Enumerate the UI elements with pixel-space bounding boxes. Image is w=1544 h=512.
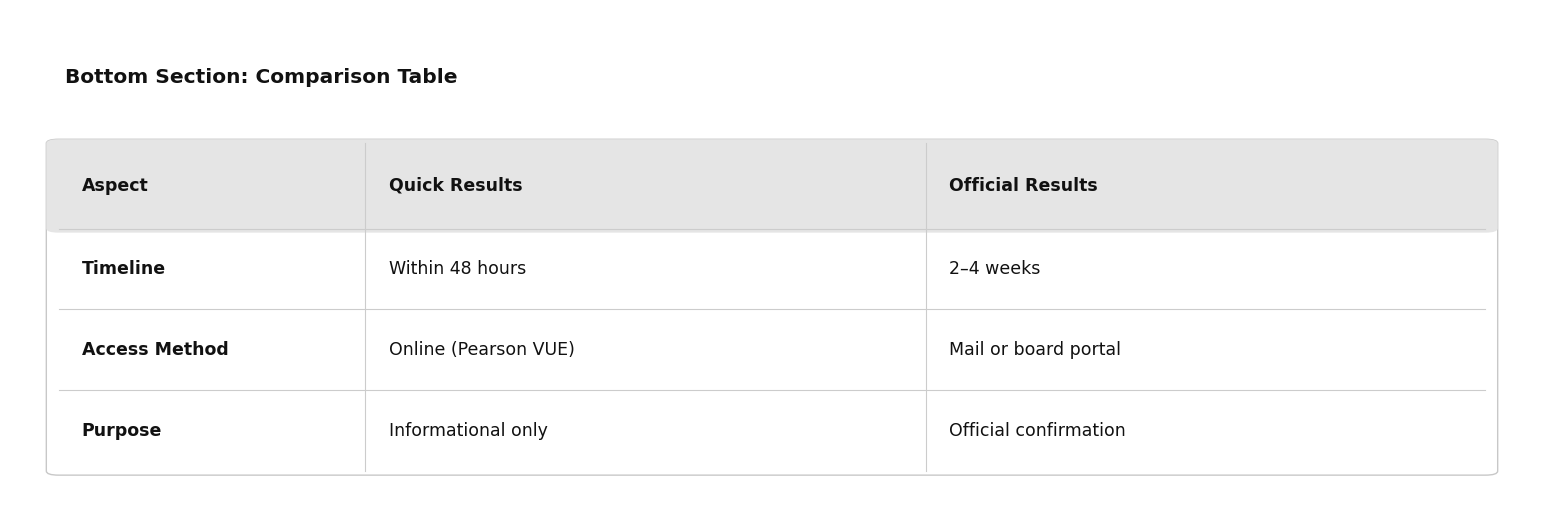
FancyBboxPatch shape (46, 139, 1498, 232)
Text: Informational only: Informational only (389, 421, 548, 440)
Text: Aspect: Aspect (82, 177, 148, 195)
Text: Timeline: Timeline (82, 260, 165, 278)
Text: Official confirmation: Official confirmation (950, 421, 1126, 440)
Text: Purpose: Purpose (82, 421, 162, 440)
Text: 2–4 weeks: 2–4 weeks (950, 260, 1041, 278)
Text: Mail or board portal: Mail or board portal (950, 341, 1121, 359)
Text: Access Method: Access Method (82, 341, 229, 359)
Text: Bottom Section: Comparison Table: Bottom Section: Comparison Table (65, 68, 457, 87)
Text: Online (Pearson VUE): Online (Pearson VUE) (389, 341, 574, 359)
Text: Quick Results: Quick Results (389, 177, 522, 195)
Bar (60, 190, 1484, 228)
Text: Official Results: Official Results (950, 177, 1098, 195)
Text: Within 48 hours: Within 48 hours (389, 260, 527, 278)
FancyBboxPatch shape (46, 139, 1498, 475)
